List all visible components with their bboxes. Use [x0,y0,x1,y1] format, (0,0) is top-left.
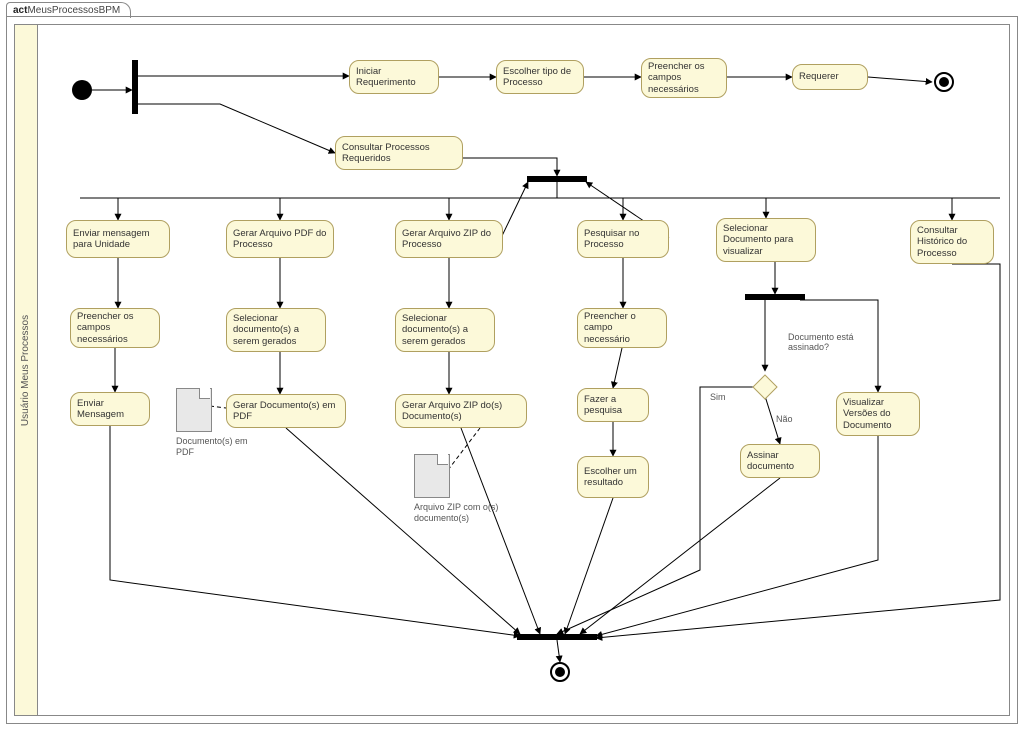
activity-label: Fazer a pesquisa [584,394,642,417]
activity-colD2: Preencher o campo necessário [577,308,667,348]
activity-label: Enviar mensagem para Unidade [73,228,163,251]
activity-iniciar: Iniciar Requerimento [349,60,439,94]
activity-label: Selecionar documento(s) a serem gerados [402,313,488,347]
activity-colD4: Escolher um resultado [577,456,649,498]
swimlane-label: Usuário Meus Processos [21,314,32,425]
activity-label: Escolher tipo de Processo [503,66,577,89]
activity-colB1: Gerar Arquivo PDF do Processo [226,220,334,258]
activity-label: Gerar Arquivo ZIP do(s) Documento(s) [402,400,520,423]
activity-colD1: Pesquisar no Processo [577,220,669,258]
final-node-top-icon [934,72,954,92]
activity-label: Pesquisar no Processo [584,228,662,251]
activity-colB2: Selecionar documento(s) a serem gerados [226,308,326,352]
activity-colA1: Enviar mensagem para Unidade [66,220,170,258]
activity-label: Requerer [799,71,839,82]
diagram-canvas: actMeusProcessosBPM Usuário Meus Process… [0,0,1024,730]
activity-label: Gerar Arquivo PDF do Processo [233,228,327,251]
activity-colB3: Gerar Documento(s) em PDF [226,394,346,428]
initial-node-icon [72,80,92,100]
activity-label: Preencher o campo necessário [584,311,660,345]
activity-colC3: Gerar Arquivo ZIP do(s) Documento(s) [395,394,527,428]
activity-label: Assinar documento [747,450,813,473]
activity-colF1: Consultar Histórico do Processo [910,220,994,264]
fork-mid [527,176,587,182]
note-zip-text: Arquivo ZIP com o(s) documento(s) [414,502,504,524]
fork-e [745,294,805,300]
decision-question: Documento está assinado? [788,332,858,353]
activity-colE3: Visualizar Versões do Documento [836,392,920,436]
activity-label: Consultar Histórico do Processo [917,225,987,259]
final-node-bottom-icon [550,662,570,682]
join-bottom [517,634,597,640]
activity-requerer: Requerer [792,64,868,90]
activity-label: Visualizar Versões do Documento [843,397,913,431]
activity-label: Gerar Arquivo ZIP do Processo [402,228,496,251]
swimlane-header: Usuário Meus Processos [14,24,38,716]
diagram-title: MeusProcessosBPM [27,5,120,16]
activity-preencher1: Preencher os campos necessários [641,58,727,98]
activity-label: Consultar Processos Requeridos [342,142,456,165]
activity-colC1: Gerar Arquivo ZIP do Processo [395,220,503,258]
activity-label: Preencher os campos necessários [648,61,720,95]
activity-colE1: Selecionar Documento para visualizar [716,218,816,262]
activity-label: Preencher os campos necessários [77,311,153,345]
fork-top [132,60,138,114]
activity-colA2: Preencher os campos necessários [70,308,160,348]
activity-label: Iniciar Requerimento [356,66,432,89]
activity-label: Gerar Documento(s) em PDF [233,400,339,423]
activity-consultar: Consultar Processos Requeridos [335,136,463,170]
activity-label: Enviar Mensagem [77,398,143,421]
activity-colA3: Enviar Mensagem [70,392,150,426]
activity-label: Escolher um resultado [584,466,642,489]
decision-yes-label: Sim [710,392,726,402]
title-prefix: act [13,5,27,16]
note-pdf-icon [176,388,210,430]
activity-colD3: Fazer a pesquisa [577,388,649,422]
decision-no-label: Não [776,414,793,424]
activity-label: Selecionar documento(s) a serem gerados [233,313,319,347]
activity-colC2: Selecionar documento(s) a serem gerados [395,308,495,352]
note-pdf-text: Documento(s) em PDF [176,436,256,458]
activity-escolher: Escolher tipo de Processo [496,60,584,94]
activity-colE2: Assinar documento [740,444,820,478]
note-zip-icon [414,454,448,496]
activity-label: Selecionar Documento para visualizar [723,223,809,257]
swimlane-body [38,24,1010,716]
